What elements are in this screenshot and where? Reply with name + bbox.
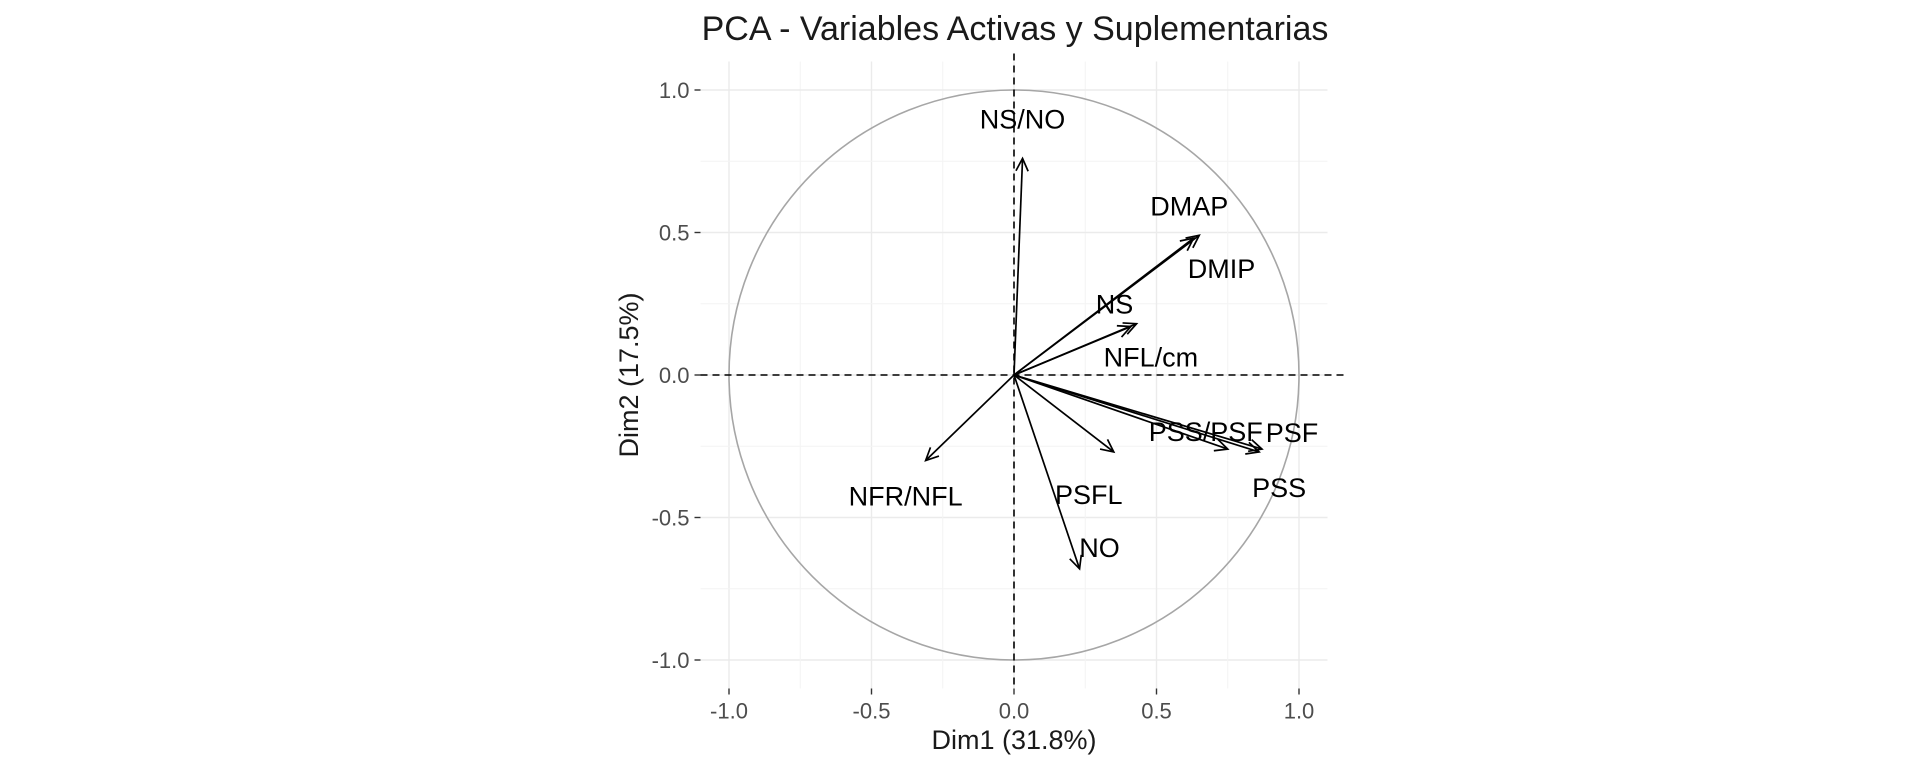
arrow-dmip bbox=[1013, 237, 1195, 376]
label-ns: NS bbox=[1096, 290, 1134, 320]
label-no: NO bbox=[1079, 533, 1120, 563]
y-tick-label: -1.0 bbox=[652, 648, 690, 673]
arrowhead-nfl-cm bbox=[1116, 324, 1133, 338]
label-dmip: DMIP bbox=[1188, 254, 1256, 284]
y-axis-title: Dim2 (17.5%) bbox=[614, 292, 644, 457]
arrowhead-no bbox=[1069, 554, 1083, 571]
label-nfl-cm: NFL/cm bbox=[1104, 343, 1199, 373]
x-tick-label: 0.5 bbox=[1141, 699, 1172, 724]
label-pss-psf: PSS/PSF bbox=[1149, 417, 1263, 447]
x-tick-label: 1.0 bbox=[1284, 699, 1315, 724]
arrowhead-ns bbox=[1122, 322, 1139, 335]
label-nfr-nfl: NFR/NFL bbox=[849, 482, 963, 512]
y-tick-label: 1.0 bbox=[659, 78, 690, 103]
y-tick-label: 0.5 bbox=[659, 221, 690, 246]
arrowhead-pss bbox=[1245, 441, 1261, 455]
arrow-ns-no bbox=[1013, 158, 1024, 376]
variable-arrows bbox=[924, 156, 1264, 571]
arrow-psfl bbox=[1013, 374, 1115, 453]
x-tick-label: -1.0 bbox=[710, 699, 748, 724]
y-tick-label: -0.5 bbox=[652, 506, 690, 531]
arrow-nfl-cm bbox=[1013, 325, 1132, 376]
arrowhead-dmap bbox=[1185, 234, 1201, 249]
arrowhead-dmip bbox=[1179, 237, 1196, 252]
axis-ticks: -1.0 -0.5 0.0 0.5 1.0 -1.0 -0.5 0.0 0.5 1.0 bbox=[652, 78, 1315, 724]
label-psfl: PSFL bbox=[1055, 480, 1123, 510]
arrowhead-nfr-nfl bbox=[924, 447, 940, 462]
arrow-no bbox=[1013, 374, 1081, 570]
arrowhead-pss-psf bbox=[1213, 438, 1230, 452]
label-psf: PSF bbox=[1266, 418, 1319, 448]
arrowhead-ns-no bbox=[1015, 156, 1029, 172]
x-tick-label: 0.0 bbox=[999, 699, 1030, 724]
arrow-nfr-nfl bbox=[925, 374, 1015, 462]
chart-title: PCA - Variables Activas y Suplementarias bbox=[702, 10, 1329, 48]
arrowhead-psfl bbox=[1099, 439, 1116, 454]
x-axis-title: Dim1 (31.8%) bbox=[931, 725, 1096, 755]
label-dmap: DMAP bbox=[1150, 191, 1228, 221]
arrow-pss-psf bbox=[1013, 374, 1229, 450]
label-ns-no: NS/NO bbox=[980, 104, 1066, 134]
arrow-pss bbox=[1013, 374, 1260, 453]
x-tick-label: -0.5 bbox=[853, 699, 891, 724]
y-tick-label: 0.0 bbox=[659, 363, 690, 388]
label-pss: PSS bbox=[1252, 473, 1306, 503]
variable-labels: NS/NO DMAP DMIP NS NFL/cm PSS/PSF PSF PSS PSFL NO… bbox=[849, 104, 1319, 562]
